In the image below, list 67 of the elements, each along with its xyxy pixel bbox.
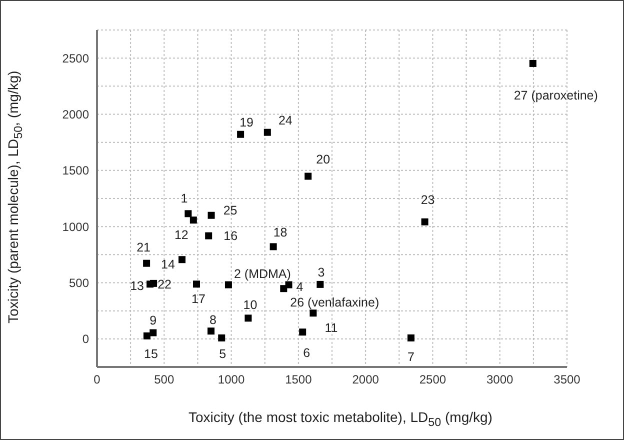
annotation: 24 [278, 113, 292, 128]
point [190, 216, 197, 224]
point [208, 212, 215, 219]
point [299, 328, 306, 336]
annotation: 13 [130, 279, 144, 294]
annotation: 11 [324, 321, 338, 336]
y-tick-label: 1500 [62, 164, 90, 178]
x-tick-label: 1500 [285, 372, 312, 387]
point [310, 310, 317, 317]
point [280, 285, 288, 292]
annotation: 25 [223, 203, 238, 218]
annotation: 5 [219, 346, 226, 361]
annotation: 23 [420, 192, 435, 207]
point [270, 243, 277, 250]
point [407, 334, 414, 342]
annotation: 1 [180, 192, 188, 206]
point [178, 256, 186, 264]
x-tick-label: 3000 [486, 372, 514, 387]
point [316, 280, 324, 288]
annotation: 9 [150, 314, 157, 328]
y-tick-label: 1000 [62, 220, 90, 234]
point [143, 332, 150, 340]
point [237, 130, 244, 138]
y-tick-label: 0 [82, 332, 90, 346]
annotation: 27 (paroxetine) [514, 88, 598, 102]
point [304, 172, 312, 180]
x-tick-label: 0 [94, 372, 101, 387]
x-tick-label: 3500 [554, 372, 581, 387]
point [218, 334, 226, 342]
point [184, 210, 192, 218]
point [244, 314, 252, 322]
point [150, 280, 158, 287]
x-axis-title: Toxicity (the most toxic metabolite), LD$_{50}$ (mg/kg) [188, 409, 494, 429]
annotation: 8 [210, 313, 217, 328]
point [205, 232, 212, 240]
annotation: 6 [303, 346, 310, 360]
point [150, 329, 157, 336]
point [208, 328, 215, 335]
annotation: 12 [174, 228, 188, 242]
annotation: 22 [158, 277, 172, 292]
point [193, 280, 200, 288]
point [421, 218, 428, 226]
y-tick-label: 500 [68, 276, 90, 290]
point [529, 60, 536, 67]
annotation: 20 [316, 152, 330, 166]
annotation: 3 [318, 265, 325, 280]
annotation: 26 (venlafaxine) [290, 296, 380, 310]
x-tick-label: 2000 [352, 372, 380, 387]
annotation: 16 [224, 228, 238, 243]
x-tick-label: 500 [154, 372, 174, 387]
annotation: 4 [296, 280, 304, 294]
point [224, 281, 232, 288]
annotation: 10 [243, 298, 258, 312]
annotation: 18 [273, 226, 288, 240]
point [143, 260, 150, 267]
annotation: 2 (MDMA) [234, 266, 291, 281]
annotation: 19 [240, 115, 254, 130]
y-tick-label: 2000 [62, 108, 90, 122]
x-tick-label: 1000 [218, 372, 245, 387]
annotation: 21 [136, 240, 151, 254]
x-tick-label: 2500 [419, 372, 446, 387]
annotation: 15 [144, 346, 158, 361]
annotation: 14 [161, 258, 175, 272]
y-tick-label: 2500 [62, 51, 90, 66]
point [264, 128, 271, 136]
annotation: 7 [407, 350, 414, 364]
annotation: 17 [192, 292, 206, 306]
